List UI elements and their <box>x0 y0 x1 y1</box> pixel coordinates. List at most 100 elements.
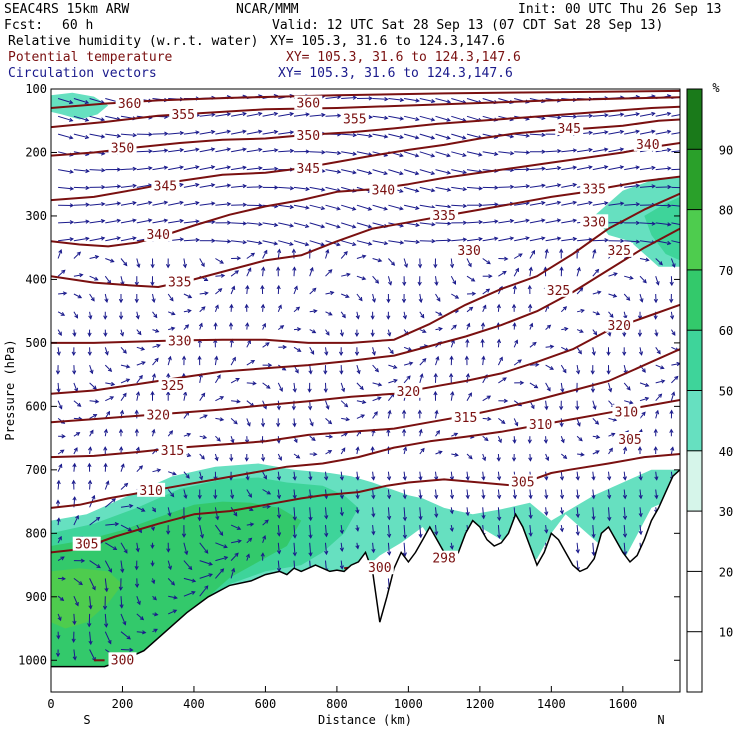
wind-vector <box>153 329 159 332</box>
wind-vector <box>530 324 533 330</box>
wind-vector <box>215 397 223 401</box>
colorbar-tick-label: 90 <box>719 143 733 157</box>
wind-vector <box>624 276 633 279</box>
wind-vector <box>58 330 61 336</box>
wind-vector <box>215 357 218 366</box>
wind-vector <box>58 401 62 409</box>
wind-vector <box>402 430 405 437</box>
wind-vector <box>121 202 136 206</box>
wind-vector <box>90 237 105 241</box>
wind-vector <box>514 360 521 365</box>
wind-vector <box>310 241 324 246</box>
wind-vector <box>482 454 485 460</box>
wind-vector <box>388 205 402 210</box>
y-tick-label: 800 <box>25 526 47 540</box>
vector-field-label: Circulation vectors <box>8 66 157 81</box>
wind-vector <box>530 251 535 259</box>
wind-vector <box>640 130 655 134</box>
wind-vector <box>263 112 278 116</box>
wind-vector <box>546 149 561 152</box>
wind-vector <box>90 276 98 280</box>
wind-vector <box>153 201 168 205</box>
wind-vector <box>609 148 624 152</box>
wind-vector <box>592 543 595 555</box>
wind-vector <box>310 187 325 191</box>
x-tick-label: 1000 <box>394 697 423 711</box>
wind-vector <box>638 330 641 336</box>
wind-vector <box>74 383 78 391</box>
wind-vector <box>278 187 293 190</box>
wind-vector <box>577 201 592 205</box>
wind-vector <box>593 435 600 438</box>
wind-vector <box>247 130 262 134</box>
colorbar-bin-60 <box>687 270 702 330</box>
wind-vector <box>436 239 451 242</box>
wind-vector <box>546 345 554 348</box>
wind-vector <box>357 276 365 280</box>
wind-vector <box>121 276 124 285</box>
wind-vector <box>466 472 469 480</box>
wind-vector <box>357 294 362 301</box>
wind-vector <box>231 166 246 170</box>
wind-vector <box>278 346 286 349</box>
y-tick-label: 400 <box>25 272 47 286</box>
wind-vector <box>482 357 485 366</box>
wind-vector <box>609 166 624 170</box>
vector-head <box>683 186 686 189</box>
wind-vector <box>498 357 502 365</box>
wind-vector <box>593 270 599 277</box>
wind-vector <box>247 204 262 207</box>
wind-vector <box>245 305 248 312</box>
wind-vector <box>640 258 649 261</box>
wind-vector <box>199 324 202 330</box>
wind-vector <box>670 294 673 302</box>
wind-vector <box>514 381 523 384</box>
wind-vector <box>151 392 154 401</box>
wind-vector <box>577 268 580 277</box>
theta-label: 300 <box>368 561 391 576</box>
wind-vector <box>560 401 563 410</box>
wind-vector <box>528 305 531 312</box>
wind-vector <box>450 472 453 480</box>
wind-vector <box>90 294 95 301</box>
wind-vector <box>341 273 350 276</box>
wind-vector <box>451 453 458 456</box>
wind-vector <box>57 383 60 392</box>
wind-vector <box>200 435 206 438</box>
wind-vector <box>294 187 309 190</box>
wind-vector <box>388 170 402 175</box>
theta-label: 335 <box>582 182 605 197</box>
theta-label: 330 <box>168 335 191 350</box>
vector-shaft <box>546 151 561 152</box>
wind-vector <box>58 134 73 139</box>
vector-head <box>683 95 686 98</box>
wind-vector <box>357 365 360 373</box>
wind-vector <box>326 223 340 228</box>
wind-vector <box>90 185 105 188</box>
wind-vector <box>74 294 81 298</box>
wind-vector <box>436 431 440 436</box>
wind-vector <box>497 340 500 348</box>
wind-vector <box>576 365 579 374</box>
colorbar-tick-label: 60 <box>719 324 733 338</box>
y-tick-label: 600 <box>25 399 47 413</box>
wind-vector <box>105 185 120 188</box>
wind-vector <box>435 411 438 419</box>
wind-vector <box>402 411 405 419</box>
y-tick-label: 700 <box>25 463 47 477</box>
vector-shaft <box>231 223 246 224</box>
wind-vector <box>261 286 264 294</box>
wind-vector <box>404 259 407 268</box>
wind-vector <box>420 359 426 365</box>
wind-vector <box>420 239 435 242</box>
wind-vector <box>263 343 269 347</box>
theta-field-label: Potential temperature <box>8 50 173 65</box>
wind-vector <box>341 152 356 156</box>
wind-vector <box>451 276 455 284</box>
wind-vector <box>247 253 254 258</box>
wind-vector <box>561 201 576 205</box>
wind-vector <box>90 202 105 205</box>
wind-vector <box>294 307 299 312</box>
theta-325-contour <box>51 229 680 394</box>
wind-vector <box>436 451 442 454</box>
